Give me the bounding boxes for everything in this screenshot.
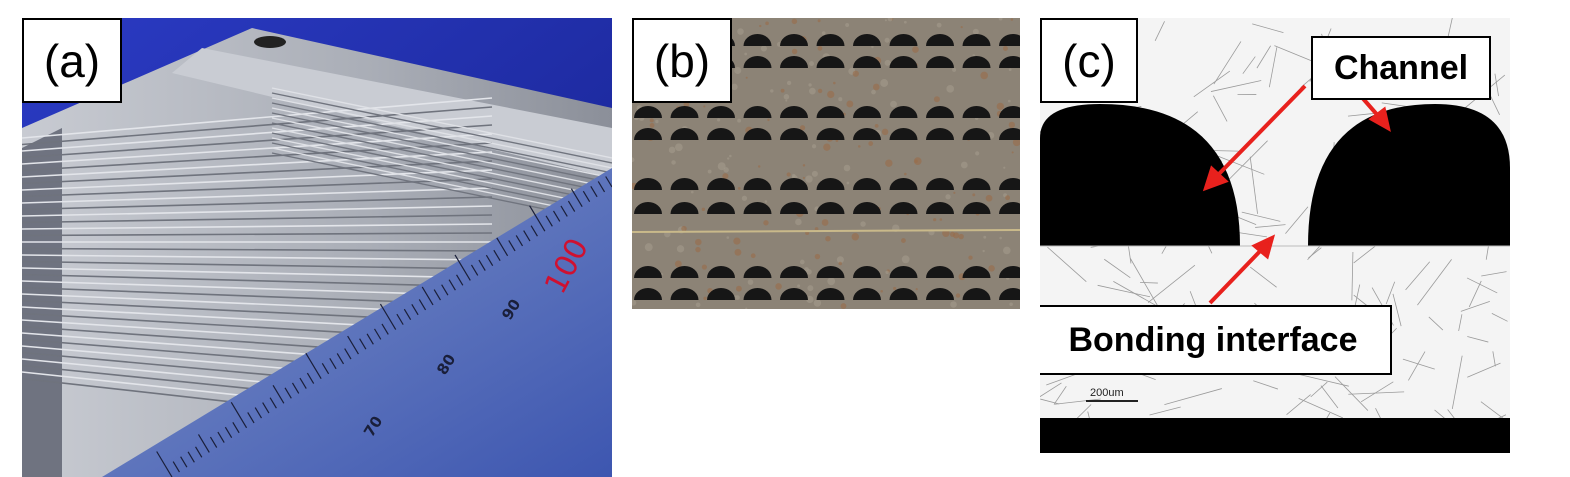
panel-a-label: (a) xyxy=(22,18,122,103)
channel-right-shape xyxy=(1308,104,1510,246)
channel-plate-photo: 70 80 90 100 xyxy=(22,18,612,477)
panel-b-photo: (b) xyxy=(632,18,1020,309)
panel-c-micrograph: 200um (c) Channel Bonding interface xyxy=(1040,18,1510,453)
panel-c-label: (c) xyxy=(1040,18,1138,103)
panel-b-label: (b) xyxy=(632,18,732,103)
channel-left-shape xyxy=(1040,104,1240,246)
scale-bar-label: 200um xyxy=(1090,387,1124,399)
bonding-interface-callout: Bonding interface xyxy=(1040,305,1392,375)
channel-callout: Channel xyxy=(1311,36,1491,100)
panel-a-photo: 70 80 90 100 (a) xyxy=(22,18,612,477)
